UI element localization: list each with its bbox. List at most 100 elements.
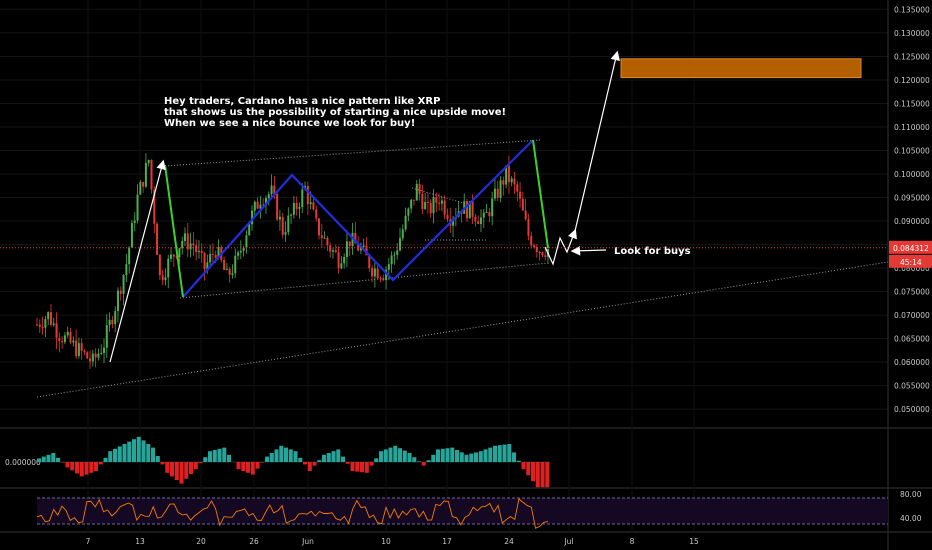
osc-bar	[303, 462, 308, 465]
osc-bar	[222, 447, 227, 462]
candle-body	[318, 218, 321, 236]
osc-bar	[265, 456, 270, 462]
price-tick-label: 0.095000	[894, 194, 930, 203]
candle-body	[401, 229, 404, 239]
price-tick-label: 0.080000	[894, 264, 930, 273]
candle-body	[186, 233, 189, 250]
price-tick-label: 0.060000	[894, 358, 930, 367]
candle-body	[287, 215, 290, 233]
osc-bar	[388, 447, 393, 462]
candle-body	[116, 290, 119, 312]
osc-bar	[369, 462, 374, 466]
candle-body	[533, 245, 536, 248]
candle-body	[368, 255, 371, 269]
candle-body	[365, 245, 368, 256]
candle-body	[334, 250, 337, 253]
candle-body	[412, 199, 415, 201]
candle-body	[256, 201, 259, 209]
candle-body	[144, 163, 147, 187]
channel-lines	[36, 139, 889, 398]
target-zone-box	[620, 58, 862, 79]
candle-body	[158, 254, 161, 276]
candle-body	[359, 246, 362, 251]
osc-bar	[450, 447, 455, 462]
price-candles	[36, 153, 549, 370]
price-tick-label: 0.110000	[894, 123, 930, 132]
candle-body	[343, 257, 346, 264]
price-tag-bg	[889, 240, 932, 254]
candle-body	[362, 245, 365, 247]
osc-bar	[170, 462, 175, 477]
candle-body	[234, 255, 237, 274]
candle-body	[482, 212, 485, 218]
candle-body	[452, 218, 455, 226]
candle-body	[541, 252, 544, 256]
candle-body	[309, 202, 312, 205]
candle-body	[183, 233, 186, 242]
time-axis: 7 13 20 26 Jun 10 17 24 Jul 8 15	[86, 537, 699, 546]
candle-body	[225, 268, 228, 270]
osc-bar	[512, 452, 517, 462]
annotation-text: Hey traders, Cardano has a nice pattern …	[164, 96, 506, 129]
osc-bar	[312, 462, 317, 466]
candle-body	[262, 204, 265, 206]
osc-bar	[393, 445, 398, 462]
osc-bar	[507, 444, 512, 462]
candle-body	[326, 237, 329, 246]
candle-body	[404, 215, 407, 230]
time-tick-label: Jun	[301, 537, 314, 546]
osc-bar	[540, 462, 545, 488]
candle-body	[178, 248, 181, 258]
candle-body	[331, 250, 334, 252]
time-tick-label: 20	[196, 537, 206, 546]
candle-body	[44, 319, 47, 328]
price-tick-label: 0.075000	[894, 288, 930, 297]
current-price-tag: 0.084312	[893, 244, 929, 253]
candle-body	[77, 343, 80, 356]
osc-bar	[136, 436, 141, 462]
candle-body	[382, 278, 385, 281]
candle-body	[399, 238, 402, 251]
osc-bar	[94, 462, 99, 471]
time-tick-label: 24	[504, 537, 514, 546]
candle-body	[161, 275, 164, 281]
osc-zero-label: 0.000000	[5, 458, 41, 467]
osc-bar	[502, 444, 507, 462]
candle-body	[329, 245, 332, 252]
candle-body	[150, 160, 153, 190]
osc-bar	[146, 444, 151, 462]
price-tick-label: 0.105000	[894, 147, 930, 156]
candle-body	[502, 180, 505, 185]
osc-bar	[474, 452, 479, 462]
candle-body	[410, 199, 413, 209]
candle-body	[108, 319, 111, 326]
osc-bar	[445, 448, 450, 462]
candle-body	[172, 254, 175, 257]
candle-body	[242, 247, 245, 251]
rsi-level-label: 80.00	[900, 490, 922, 499]
candle-body	[376, 268, 379, 279]
osc-bar	[417, 461, 422, 462]
candle-body	[348, 241, 351, 247]
candle-body	[466, 201, 469, 219]
candle-body	[418, 183, 421, 195]
price-tick-label: 0.115000	[894, 99, 930, 108]
osc-bar	[478, 451, 483, 462]
osc-bar	[165, 462, 170, 473]
candle-body	[267, 194, 270, 199]
candle-body	[354, 232, 357, 244]
osc-bar	[545, 462, 550, 488]
osc-bar	[336, 449, 341, 462]
candle-body	[527, 219, 530, 236]
osc-bar	[212, 450, 217, 462]
candle-body	[86, 352, 89, 359]
osc-bar	[398, 448, 403, 462]
candle-body	[259, 204, 262, 209]
candle-body	[491, 198, 494, 217]
osc-bar	[459, 452, 464, 462]
osc-bar	[65, 462, 70, 468]
osc-bar	[455, 450, 460, 462]
candle-body	[315, 209, 318, 219]
candle-body	[72, 340, 75, 343]
